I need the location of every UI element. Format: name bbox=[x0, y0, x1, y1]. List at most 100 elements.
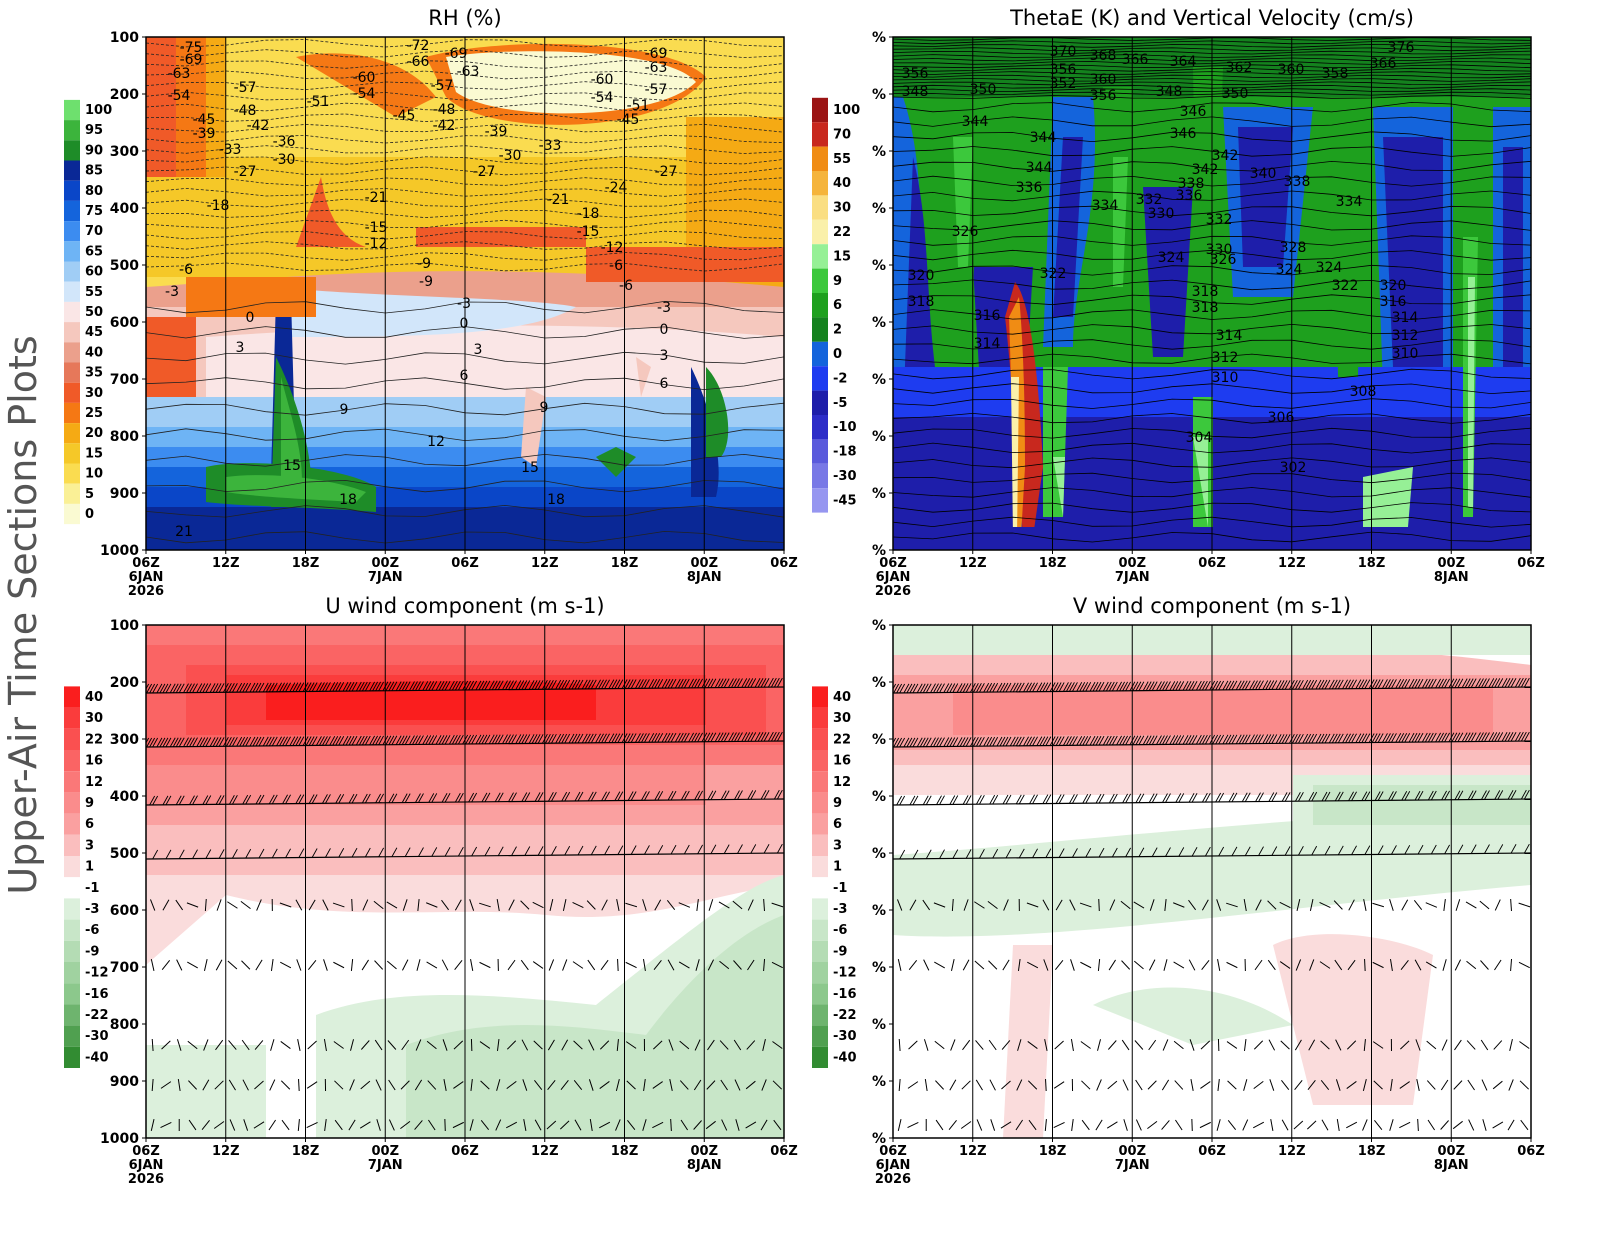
x-date-label: 6JAN bbox=[876, 1158, 911, 1173]
wind-barb bbox=[1102, 681, 1109, 692]
wind-barb bbox=[479, 1041, 491, 1049]
legend-swatch bbox=[812, 97, 828, 123]
legend-label: -3 bbox=[85, 902, 99, 917]
wind-barb bbox=[398, 735, 405, 745]
legend-label: 9 bbox=[85, 796, 94, 811]
wind-barb bbox=[484, 792, 491, 803]
wind-barb bbox=[1191, 735, 1198, 745]
wind-barb bbox=[561, 679, 568, 690]
wind-barb bbox=[896, 683, 903, 694]
wind-barb bbox=[744, 732, 751, 742]
wind-barb bbox=[680, 790, 687, 801]
wind-barb bbox=[295, 682, 302, 692]
wind-barb bbox=[376, 1119, 381, 1131]
wind-barb bbox=[710, 790, 717, 800]
x-year-label: 2026 bbox=[875, 584, 911, 599]
wind-barb bbox=[1438, 678, 1444, 689]
contour-label: 310 bbox=[1212, 370, 1239, 386]
legend-swatch bbox=[64, 382, 80, 403]
contour-label: -48 bbox=[234, 103, 257, 119]
legend-swatch bbox=[812, 962, 828, 984]
wind-barb bbox=[1027, 961, 1039, 969]
wind-barb bbox=[627, 1119, 636, 1131]
wind-barb bbox=[614, 791, 621, 801]
contour-label: 334 bbox=[1092, 198, 1119, 214]
wind-barb bbox=[338, 682, 345, 692]
wind-barb bbox=[307, 960, 317, 970]
wind-barb bbox=[227, 960, 238, 970]
wind-barb bbox=[404, 681, 411, 691]
legend-swatch bbox=[812, 1004, 828, 1026]
wind-barb bbox=[162, 899, 170, 911]
wind-barb bbox=[475, 734, 482, 745]
wind-barb bbox=[903, 683, 910, 694]
legend-swatch bbox=[812, 686, 828, 708]
wind-barb bbox=[215, 737, 222, 747]
wind-barb bbox=[750, 678, 757, 688]
wind-barb bbox=[1427, 790, 1434, 801]
wind-barb bbox=[496, 1079, 501, 1091]
wind-barb bbox=[226, 737, 232, 747]
wind-barb bbox=[350, 958, 354, 972]
wind-barb bbox=[255, 682, 262, 693]
wind-barb bbox=[1242, 1119, 1249, 1131]
legend-swatch bbox=[812, 919, 828, 941]
wind-barb bbox=[1324, 679, 1331, 690]
wind-barb bbox=[1119, 681, 1125, 692]
wind-barb bbox=[974, 960, 985, 970]
wind-barb bbox=[1070, 959, 1075, 971]
wind-barb bbox=[373, 900, 384, 910]
color-field bbox=[186, 277, 316, 317]
wind-barb bbox=[1027, 1041, 1038, 1049]
wind-barb bbox=[202, 1079, 210, 1091]
wind-barb bbox=[959, 683, 966, 693]
wind-barb bbox=[378, 847, 384, 858]
wind-barb bbox=[588, 1039, 595, 1051]
wind-barb bbox=[1244, 792, 1251, 802]
wind-barb bbox=[1182, 735, 1189, 745]
wind-barb bbox=[548, 734, 554, 744]
wind-barb bbox=[1271, 846, 1278, 856]
legend-swatch bbox=[812, 122, 828, 147]
wind-barb bbox=[258, 848, 265, 859]
wind-barb bbox=[1215, 680, 1222, 691]
color-field bbox=[276, 287, 576, 337]
wind-barb bbox=[414, 1079, 423, 1091]
wind-barb bbox=[1111, 847, 1118, 858]
wind-barb bbox=[345, 681, 352, 692]
legend-label: 95 bbox=[85, 123, 103, 138]
legend-label: 35 bbox=[85, 366, 103, 381]
wind-barb bbox=[1217, 1078, 1220, 1092]
wind-barb bbox=[648, 733, 655, 743]
x-tick-label: 06Z bbox=[879, 1144, 907, 1159]
contour-label: 346 bbox=[1180, 104, 1207, 120]
contour-label: 9 bbox=[540, 400, 549, 416]
wind-barb bbox=[1308, 679, 1315, 690]
wind-barb bbox=[747, 790, 754, 800]
wind-barb bbox=[506, 1040, 517, 1050]
wind-barb bbox=[1081, 1080, 1091, 1090]
wind-barb bbox=[333, 1041, 344, 1049]
legend-label: 20 bbox=[85, 426, 103, 441]
wind-barb bbox=[1039, 736, 1046, 746]
wind-barb bbox=[737, 678, 743, 688]
wind-barb bbox=[351, 793, 358, 804]
wind-barb bbox=[1281, 1079, 1290, 1091]
wind-barb bbox=[616, 1038, 619, 1052]
wind-barb bbox=[1351, 845, 1357, 855]
wind-barb bbox=[1258, 792, 1264, 802]
wind-barb bbox=[308, 899, 316, 911]
wind-barb bbox=[555, 733, 562, 744]
wind-barb bbox=[240, 900, 251, 910]
wind-barb bbox=[919, 683, 926, 693]
wind-barb bbox=[518, 680, 525, 690]
contour-label: -57 bbox=[645, 82, 668, 98]
wind-barb bbox=[1255, 734, 1261, 744]
wind-barb bbox=[245, 848, 252, 859]
color-field bbox=[406, 915, 784, 1138]
y-tick-label: 800 bbox=[110, 429, 139, 445]
wind-barb bbox=[776, 843, 783, 854]
wind-barb bbox=[1337, 845, 1344, 856]
x-year-label: 2026 bbox=[128, 1172, 164, 1187]
x-tick-label: 06Z bbox=[451, 556, 479, 571]
